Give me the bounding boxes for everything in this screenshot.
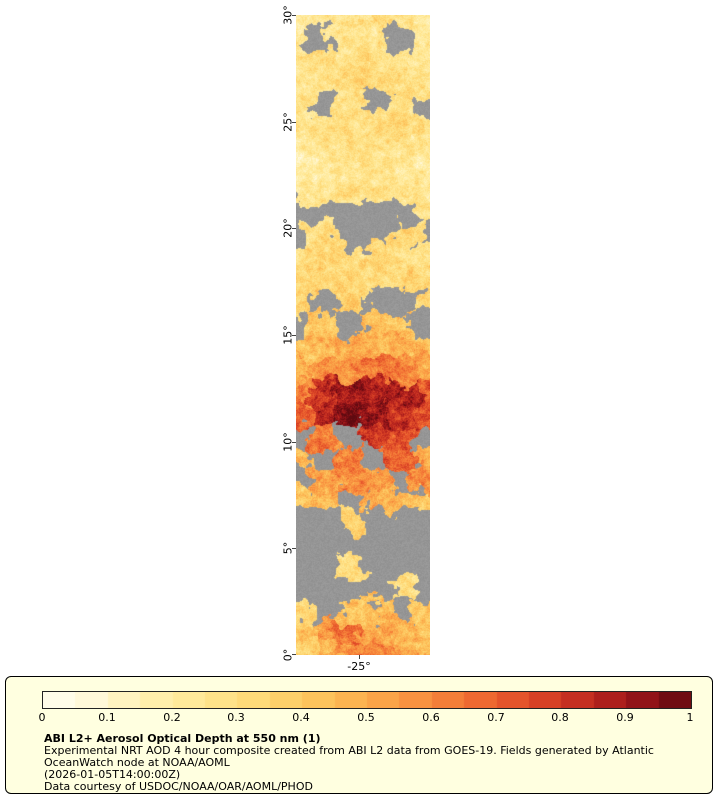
caption: ABI L2+ Aerosol Optical Depth at 550 nm … <box>44 733 654 793</box>
lat-tick-mark <box>292 442 296 443</box>
lat-tick-mark <box>292 654 296 655</box>
lat-tick-label: 0° <box>281 648 295 662</box>
lat-tick-mark <box>292 335 296 336</box>
colorbar-tick-label: 0.2 <box>163 711 181 724</box>
colorbar-tick-label: 0.5 <box>357 711 375 724</box>
caption-line: Experimental NRT AOD 4 hour composite cr… <box>44 744 654 757</box>
colorbar-tick-label: 0.8 <box>551 711 569 724</box>
colorbar-tick-label: 0 <box>38 711 46 724</box>
colorbar-tick-label: 0.3 <box>227 711 245 724</box>
lat-tick-mark <box>292 15 296 16</box>
aod-heatmap <box>296 15 430 655</box>
caption-line: OceanWatch node at NOAA/AOML <box>44 756 230 769</box>
lat-tick-mark <box>292 228 296 229</box>
colorbar-tick-label: 0.4 <box>292 711 310 724</box>
lat-tick-mark <box>292 548 296 549</box>
lat-tick-mark <box>292 122 296 123</box>
timestamp: (2026-01-05T14:00:00Z) <box>44 768 181 781</box>
lon-tick-label: -25° <box>347 660 371 673</box>
colorbar-tick-label: 0.6 <box>422 711 440 724</box>
colorbar-tick-label: 0.9 <box>616 711 634 724</box>
credit-line: Data courtesy of USDOC/NOAA/OAR/AOML/PHO… <box>44 780 313 793</box>
colorbar-tick-label: 1 <box>686 711 694 724</box>
colorbar-tick-label: 0.7 <box>487 711 505 724</box>
colorbar <box>42 691 692 709</box>
chart-title: ABI L2+ Aerosol Optical Depth at 550 nm … <box>44 732 321 745</box>
colorbar-tick-label: 0.1 <box>98 711 116 724</box>
legend-panel: 0 0.1 0.2 0.3 0.4 0.5 0.6 0.7 0.8 0.9 1 … <box>5 676 713 794</box>
lon-tick-mark <box>359 655 360 659</box>
